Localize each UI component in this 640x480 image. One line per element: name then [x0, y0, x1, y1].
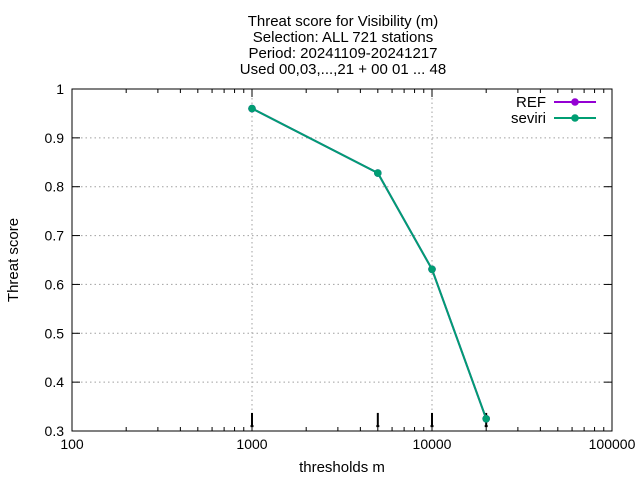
series [248, 104, 490, 423]
axis-ticks: 0.3 0.4 0.5 0.6 0.7 0.8 0.9 1 100 1000 10000 100000 [45, 81, 636, 452]
y-tick-label: 0.7 [45, 228, 65, 244]
x-tick-label: 1000 [236, 436, 267, 452]
x-axis-label: thresholds m [299, 459, 385, 476]
y-tick-label: 0.9 [45, 130, 65, 146]
data-point-seviri [248, 104, 256, 113]
series-line-REF [251, 107, 488, 420]
legend-label: seviri [511, 110, 546, 127]
data-point-seviri [482, 414, 490, 423]
legend-marker-REF [571, 98, 579, 106]
chart-title-line: Used 00,03,...,21 + 00 01 ... 48 [240, 61, 446, 78]
y-tick-label: 0.8 [45, 179, 65, 195]
plot-frame [71, 88, 613, 432]
legend-marker-seviri [571, 114, 579, 122]
data-point-seviri [374, 169, 382, 177]
x-tick-label: 100 [60, 436, 84, 452]
x-tick-label: 10000 [413, 436, 452, 452]
chart-title-line: Selection: ALL 721 stations [253, 29, 433, 46]
y-axis-label: Threat score [5, 218, 22, 302]
grid [72, 89, 612, 431]
chart-title-line: Threat score for Visibility (m) [248, 13, 439, 30]
x-tick-label: 100000 [589, 436, 636, 452]
chart-title: Threat score for Visibility (m)Selection… [240, 13, 446, 78]
y-tick-label: 0.3 [45, 423, 65, 439]
y-tick-label: 0.5 [45, 325, 65, 341]
legend-label: REF [516, 94, 546, 111]
y-tick-label: 0.4 [45, 374, 65, 390]
series-line-seviri [251, 107, 488, 420]
y-tick-label: 1 [56, 81, 64, 97]
data-point-seviri [428, 265, 436, 274]
chart-title-line: Period: 20241109-20241217 [248, 45, 437, 62]
y-tick-label: 0.6 [45, 276, 65, 292]
error-bars [250, 412, 488, 428]
